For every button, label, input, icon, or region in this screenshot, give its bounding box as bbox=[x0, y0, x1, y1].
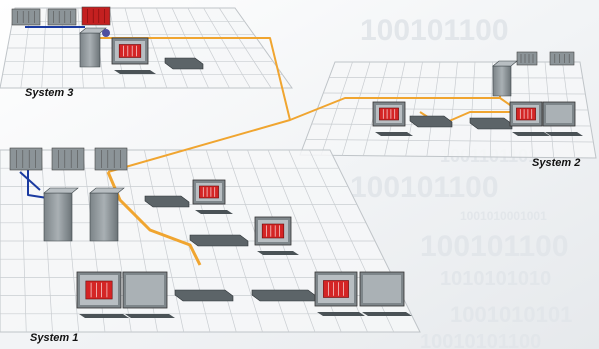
app-icon bbox=[379, 107, 399, 121]
network-box bbox=[189, 234, 249, 247]
binary-text: 1001010101 bbox=[450, 302, 572, 327]
screen bbox=[363, 275, 401, 303]
network-box bbox=[251, 289, 317, 302]
app-icon bbox=[516, 107, 536, 121]
rack bbox=[47, 8, 77, 26]
app-icon bbox=[199, 185, 219, 199]
binary-text: 100101100 bbox=[360, 14, 509, 47]
server-tower bbox=[79, 32, 101, 68]
grid-line bbox=[305, 139, 594, 143]
server-tower bbox=[43, 192, 73, 242]
rack bbox=[9, 147, 43, 171]
network-box bbox=[144, 195, 190, 208]
rack bbox=[94, 147, 128, 171]
keyboard bbox=[114, 70, 156, 74]
lan-link bbox=[19, 171, 41, 191]
rack bbox=[81, 6, 111, 26]
server-tower-top bbox=[43, 187, 79, 194]
grid-line bbox=[323, 92, 586, 95]
server-tower bbox=[89, 192, 119, 242]
server-tower-top bbox=[89, 187, 125, 194]
keyboard bbox=[195, 210, 233, 214]
keyboard bbox=[512, 132, 550, 136]
keyboard bbox=[317, 312, 365, 316]
network-box bbox=[409, 115, 453, 128]
keyboard bbox=[257, 251, 299, 255]
keyboard bbox=[375, 132, 413, 136]
server-tower-top bbox=[492, 60, 518, 67]
app-icon bbox=[261, 223, 285, 239]
system-label: System 1 bbox=[30, 332, 78, 344]
binary-text: 1010101010 bbox=[440, 268, 551, 290]
server-tower bbox=[492, 65, 512, 97]
rack bbox=[516, 51, 538, 66]
rack bbox=[51, 147, 85, 171]
keyboard bbox=[125, 314, 175, 318]
devices bbox=[9, 6, 583, 318]
network-link bbox=[107, 119, 291, 173]
binary-text: 100101100 bbox=[350, 171, 499, 204]
keyboard bbox=[79, 314, 129, 318]
app-icon bbox=[85, 280, 113, 300]
hub bbox=[102, 29, 110, 37]
network-box bbox=[164, 57, 204, 70]
system-label: System 3 bbox=[25, 87, 73, 99]
binary-text: 100101100 bbox=[420, 230, 569, 263]
grid-line bbox=[329, 77, 583, 79]
keyboard bbox=[362, 312, 412, 316]
binary-text: 1001010001001 bbox=[460, 209, 547, 223]
rack bbox=[11, 8, 41, 26]
binary-background: 100101100 1001101101 100101100 100101000… bbox=[350, 14, 572, 349]
network-box bbox=[469, 117, 513, 130]
keyboard bbox=[545, 132, 583, 136]
binary-text: 10010101100 bbox=[420, 331, 541, 349]
screen bbox=[126, 275, 164, 305]
network-box bbox=[174, 289, 234, 302]
rack bbox=[549, 51, 575, 66]
app-icon bbox=[118, 44, 142, 58]
app-icon bbox=[323, 280, 349, 298]
screen bbox=[546, 105, 572, 123]
system-label: System 2 bbox=[532, 157, 580, 169]
server-tower-top bbox=[79, 27, 107, 34]
